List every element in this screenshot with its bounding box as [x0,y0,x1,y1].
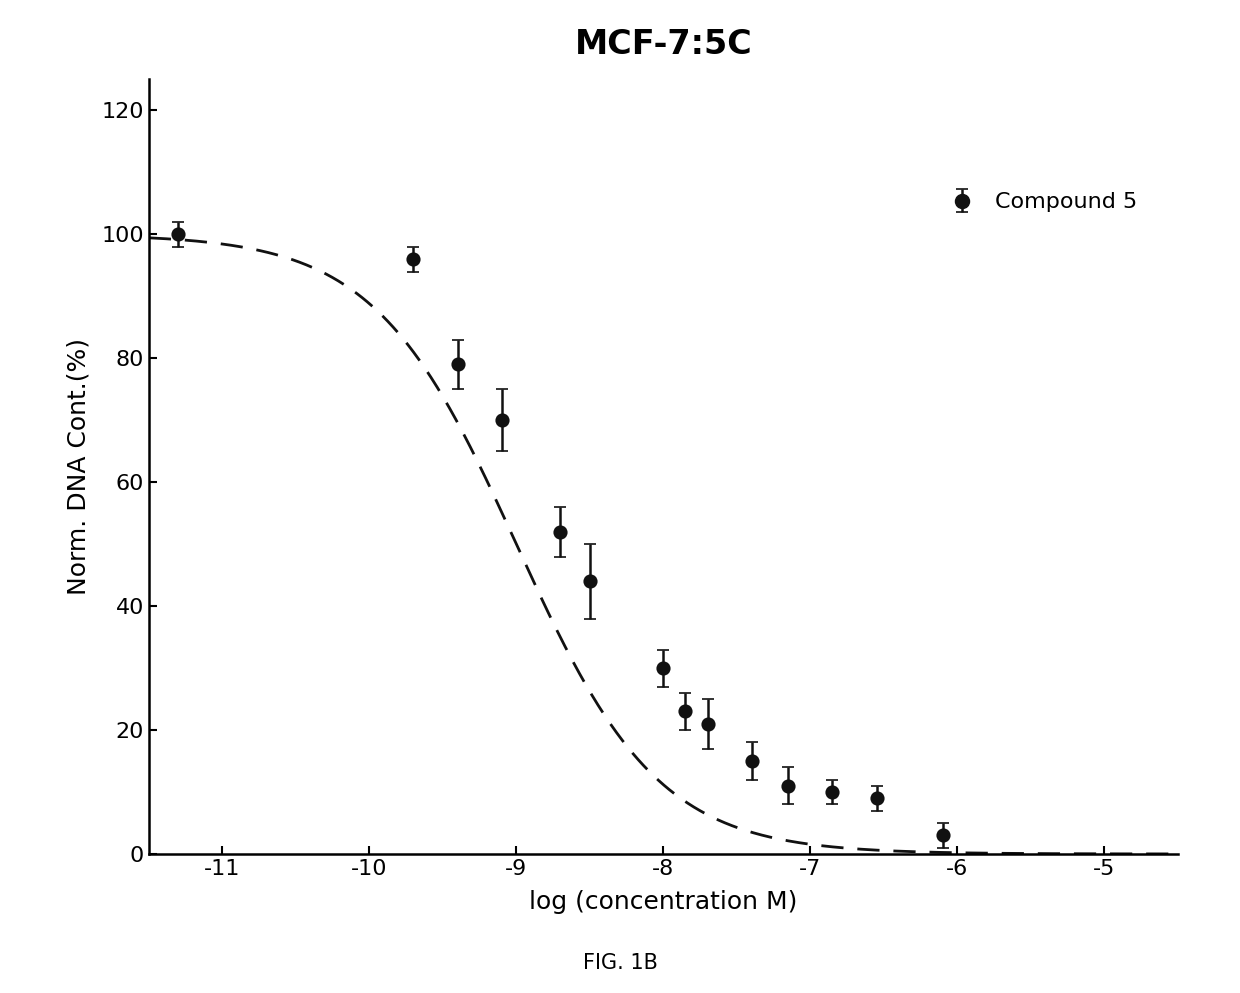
X-axis label: log (concentration M): log (concentration M) [529,890,797,914]
Y-axis label: Norm. DNA Cont.(%): Norm. DNA Cont.(%) [66,339,91,595]
Title: MCF-7:5C: MCF-7:5C [574,29,753,62]
Text: FIG. 1B: FIG. 1B [583,953,657,973]
Legend: Compound 5: Compound 5 [931,184,1146,221]
